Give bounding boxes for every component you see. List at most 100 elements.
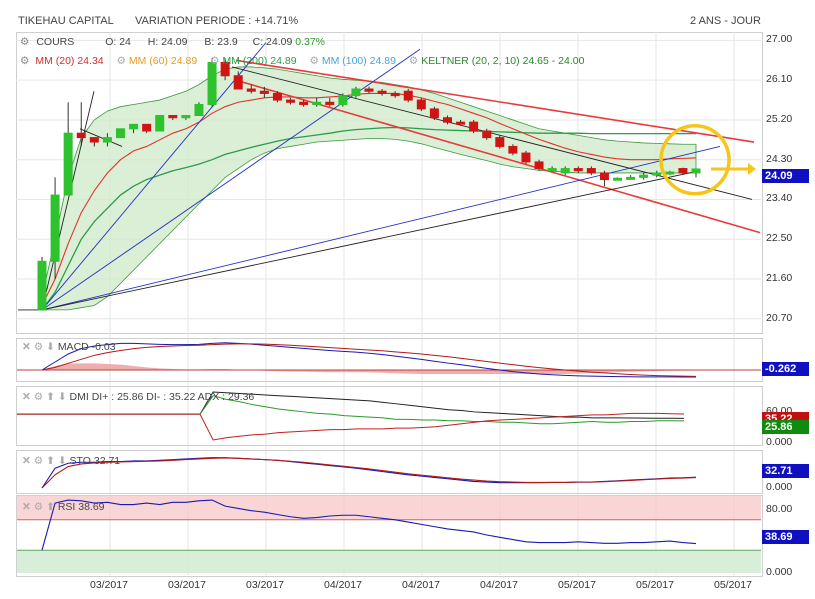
rsi-line [41, 499, 697, 551]
candle-body [37, 260, 47, 311]
candle-body [89, 137, 99, 143]
y-tick-label: 23.40 [766, 192, 793, 205]
candle-body [102, 137, 112, 143]
gear-icon[interactable]: ⚙ [33, 455, 44, 467]
rsi-tick-bottom: 0.000 [766, 566, 793, 578]
mm200-line [41, 126, 696, 311]
macd-label: MACD -0.03 [57, 341, 116, 353]
dmi-tick-bottom: 0.000 [766, 436, 793, 448]
gear-icon[interactable]: ⚙ [309, 55, 319, 67]
candle-body [442, 117, 452, 123]
candle-body [272, 92, 282, 101]
y-tick-label: 26.10 [766, 73, 793, 86]
y-tick-label: 27.00 [766, 33, 793, 46]
move-up-icon[interactable]: ⬆ [46, 391, 55, 403]
move-down-icon[interactable]: ⬇ [46, 341, 55, 353]
candle-body [115, 128, 125, 139]
candle-body [429, 108, 439, 119]
candle-body [129, 123, 139, 130]
x-tick-label: 05/2017 [636, 579, 674, 591]
x-tick-label: 05/2017 [558, 579, 596, 591]
period-selector[interactable]: 2 ANS - JOUR [690, 15, 761, 27]
channel-upper-line [235, 59, 755, 143]
rsi-tick-top: 80.00 [766, 503, 793, 515]
macd-legend: ✕ ⚙ ⬇ MACD -0.03 [22, 341, 116, 353]
candle-body [469, 121, 479, 132]
trend-line [41, 91, 95, 311]
open-value: O: 24 [105, 36, 131, 48]
candle-body [586, 168, 596, 174]
dmi-green-tag: 25.86 [762, 420, 809, 434]
price-panel [16, 32, 763, 334]
candle-body [547, 168, 557, 172]
candle-body [312, 101, 322, 105]
rsi-oversold-zone [17, 550, 761, 573]
candle-body [50, 194, 60, 262]
dmi-label: DMI DI+ : 25.86 DI- : 35.22 ADX : 29.36 [69, 391, 255, 403]
move-down-icon[interactable]: ⬇ [57, 391, 67, 403]
candle-body [142, 123, 152, 132]
close-icon[interactable]: ✕ [22, 455, 31, 467]
sto-d-line [41, 457, 697, 489]
y-tick-label: 22.50 [766, 232, 793, 245]
last-price-tag: 24.09 [762, 169, 809, 183]
keltner-label: KELTNER (20, 2, 10) 24.65 - 24.00 [421, 55, 585, 67]
y-tick-label: 21.60 [766, 271, 793, 284]
gear-icon[interactable]: ⚙ [408, 55, 419, 67]
move-up-icon[interactable]: ⬆ [46, 455, 55, 467]
move-up-icon[interactable]: ⬆ [46, 501, 55, 513]
macd-value-tag: -0.262 [762, 362, 809, 376]
candle-body [63, 132, 73, 196]
candle-body [194, 103, 204, 117]
close-icon[interactable]: ✕ [22, 391, 31, 403]
gear-icon[interactable]: ⚙ [33, 501, 44, 513]
gear-icon[interactable]: ⚙ [210, 55, 220, 67]
gear-icon[interactable]: ⚙ [33, 341, 44, 353]
candle-body [246, 88, 256, 92]
candle-body [338, 95, 348, 105]
candle-body [482, 130, 492, 139]
y-tick-label: 20.70 [766, 311, 793, 324]
gear-icon[interactable]: ⚙ [20, 36, 30, 48]
candle-body [259, 90, 269, 94]
change-value: 0.37% [295, 36, 326, 48]
highlight-circle [659, 123, 731, 196]
rsi-overbought-zone [17, 496, 761, 520]
fan-line [41, 42, 267, 311]
gear-icon[interactable]: ⚙ [20, 55, 30, 67]
candle-body [534, 161, 544, 170]
move-down-icon[interactable]: ⬇ [57, 455, 67, 467]
candle-body [233, 75, 243, 90]
candle-body [325, 101, 335, 105]
candle-body [390, 92, 400, 97]
x-tick-label: 03/2017 [168, 579, 206, 591]
x-tick-label: 05/2017 [714, 579, 752, 591]
dmi-minus-line [16, 412, 685, 441]
candle-body [639, 174, 649, 178]
macd-signal-line [41, 343, 697, 377]
sto-panel [16, 450, 763, 494]
x-tick-label: 04/2017 [402, 579, 440, 591]
candle-body [155, 115, 165, 132]
close-icon[interactable]: ✕ [22, 501, 31, 513]
candle-body [626, 176, 636, 180]
y-tick-label: 24.30 [766, 152, 793, 165]
close-icon[interactable]: ✕ [22, 341, 31, 353]
candle-body [207, 62, 217, 105]
sto-label: STO 32.71 [69, 455, 121, 467]
gear-icon[interactable]: ⚙ [116, 55, 126, 67]
candle-body [364, 88, 374, 92]
candle-body [495, 137, 505, 147]
dmi-legend: ✕ ⚙ ⬆ ⬇ DMI DI+ : 25.86 DI- : 35.22 ADX … [22, 391, 254, 403]
gear-icon[interactable]: ⚙ [33, 391, 44, 403]
macd-histogram [42, 363, 696, 374]
candle-body [508, 145, 518, 154]
candle-body [560, 168, 570, 174]
mm200-label: MM (200) 24.89 [222, 55, 297, 67]
variation-period: VARIATION PERIODE : +14.71% [135, 15, 299, 27]
keltner-band [41, 66, 697, 311]
candle-body [299, 101, 309, 105]
candle-body [691, 168, 701, 174]
rsi-legend: ✕ ⚙ ⬆ RSI 38.69 [22, 501, 105, 513]
